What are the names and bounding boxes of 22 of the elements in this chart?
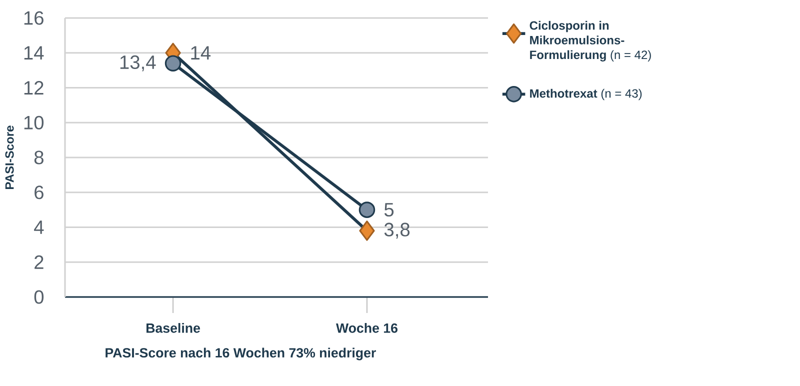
- y-axis-title: PASI-Score: [5, 126, 14, 189]
- y-tick-label: 2: [34, 255, 44, 269]
- legend-label: Ciclosporin in Mikroemulsions-Formulierung (n = 42): [530, 20, 651, 62]
- y-tick-label: 12: [24, 81, 44, 94]
- y-tick-label: 8: [34, 150, 44, 164]
- y-tick-label: 10: [24, 116, 44, 130]
- data-label: 3,8: [384, 222, 410, 239]
- point: [358, 202, 376, 218]
- y-tick-label: 6: [34, 186, 44, 200]
- y-tick-label: 14: [24, 46, 44, 60]
- text: PASI-Score nach 16 Wochen 73% niedriger: [106, 348, 376, 360]
- point: [164, 55, 182, 72]
- data-label: 14: [191, 46, 211, 60]
- legend-label: Methotrexat (n = 43): [530, 88, 642, 100]
- x-tick-label: Baseline: [146, 323, 200, 333]
- point: [359, 220, 375, 241]
- data-label: 5: [384, 203, 394, 217]
- x-tick-label: Woche 16: [336, 323, 398, 333]
- y-tick-label: 16: [24, 11, 44, 25]
- y-tick-label: 0: [34, 290, 44, 304]
- data-label: 13,4: [120, 55, 156, 72]
- y-tick-label: 4: [34, 220, 44, 234]
